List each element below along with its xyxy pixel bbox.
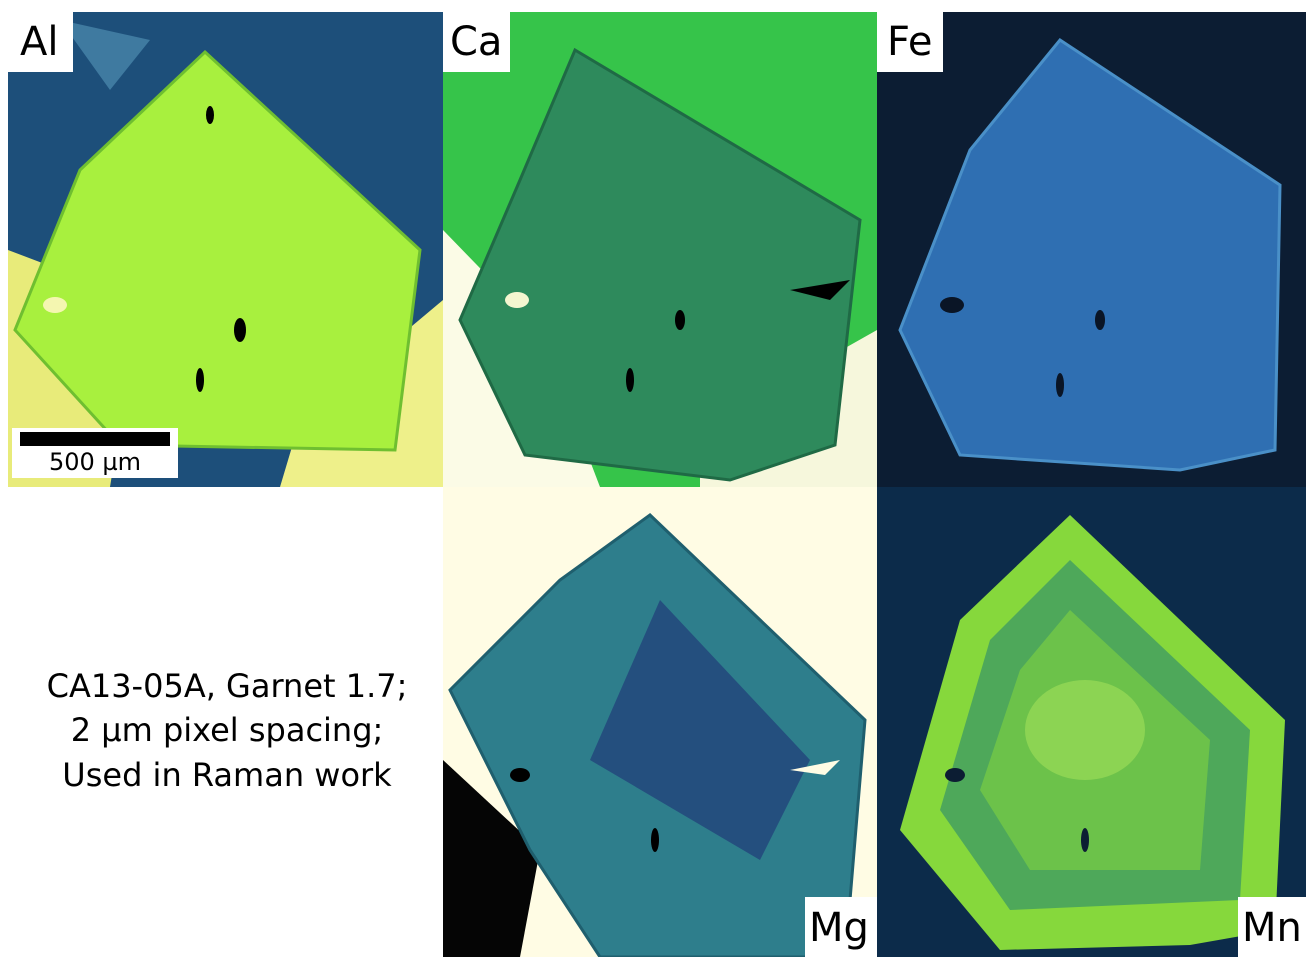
panel-label: Mg bbox=[809, 905, 869, 951]
caption-line: CA13-05A, Garnet 1.7; bbox=[47, 667, 408, 705]
figure: Al Ca Fe Mg Mn 500 µm CA13-05A, Garnet 1… bbox=[0, 0, 1306, 957]
scale-bar bbox=[20, 432, 170, 446]
ca-map bbox=[443, 12, 877, 487]
caption-line: 2 µm pixel spacing; bbox=[71, 711, 384, 749]
fe-map bbox=[877, 12, 1306, 487]
mn-map bbox=[877, 487, 1306, 957]
panel-label: Ca bbox=[450, 19, 502, 65]
panel-label: Fe bbox=[887, 19, 932, 65]
scale-label: 500 µm bbox=[49, 448, 141, 476]
panel-label: Mn bbox=[1242, 905, 1302, 951]
mg-map bbox=[443, 487, 877, 957]
caption-line: Used in Raman work bbox=[62, 756, 392, 794]
panel-label: Al bbox=[20, 19, 58, 65]
al-map bbox=[8, 12, 443, 487]
